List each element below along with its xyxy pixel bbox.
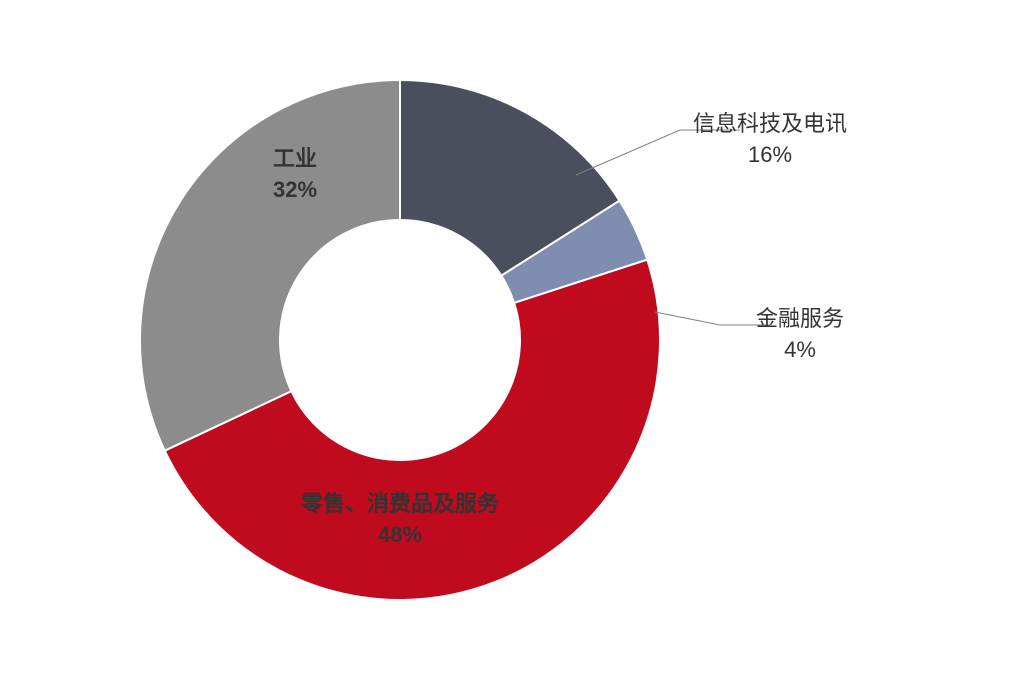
slice-name: 金融服务 — [756, 304, 844, 335]
slice-percent: 32% — [273, 175, 317, 206]
slice-label-1: 金融服务4% — [756, 304, 844, 366]
donut-chart: 信息科技及电讯16% 金融服务4% 零售、消费品及服务48% 工业32% — [0, 0, 1018, 685]
slice-3 — [140, 80, 400, 451]
slice-name: 工业 — [273, 144, 317, 175]
slice-percent: 16% — [693, 140, 847, 171]
slice-percent: 48% — [301, 520, 499, 551]
slice-name: 信息科技及电讯 — [693, 109, 847, 140]
slice-label-3: 工业32% — [273, 144, 317, 206]
slice-name: 零售、消费品及服务 — [301, 489, 499, 520]
slice-percent: 4% — [756, 335, 844, 366]
donut-svg — [0, 0, 1018, 685]
slice-label-0: 信息科技及电讯16% — [693, 109, 847, 171]
slice-label-2: 零售、消费品及服务48% — [301, 489, 499, 551]
leader-line-1 — [655, 312, 770, 325]
